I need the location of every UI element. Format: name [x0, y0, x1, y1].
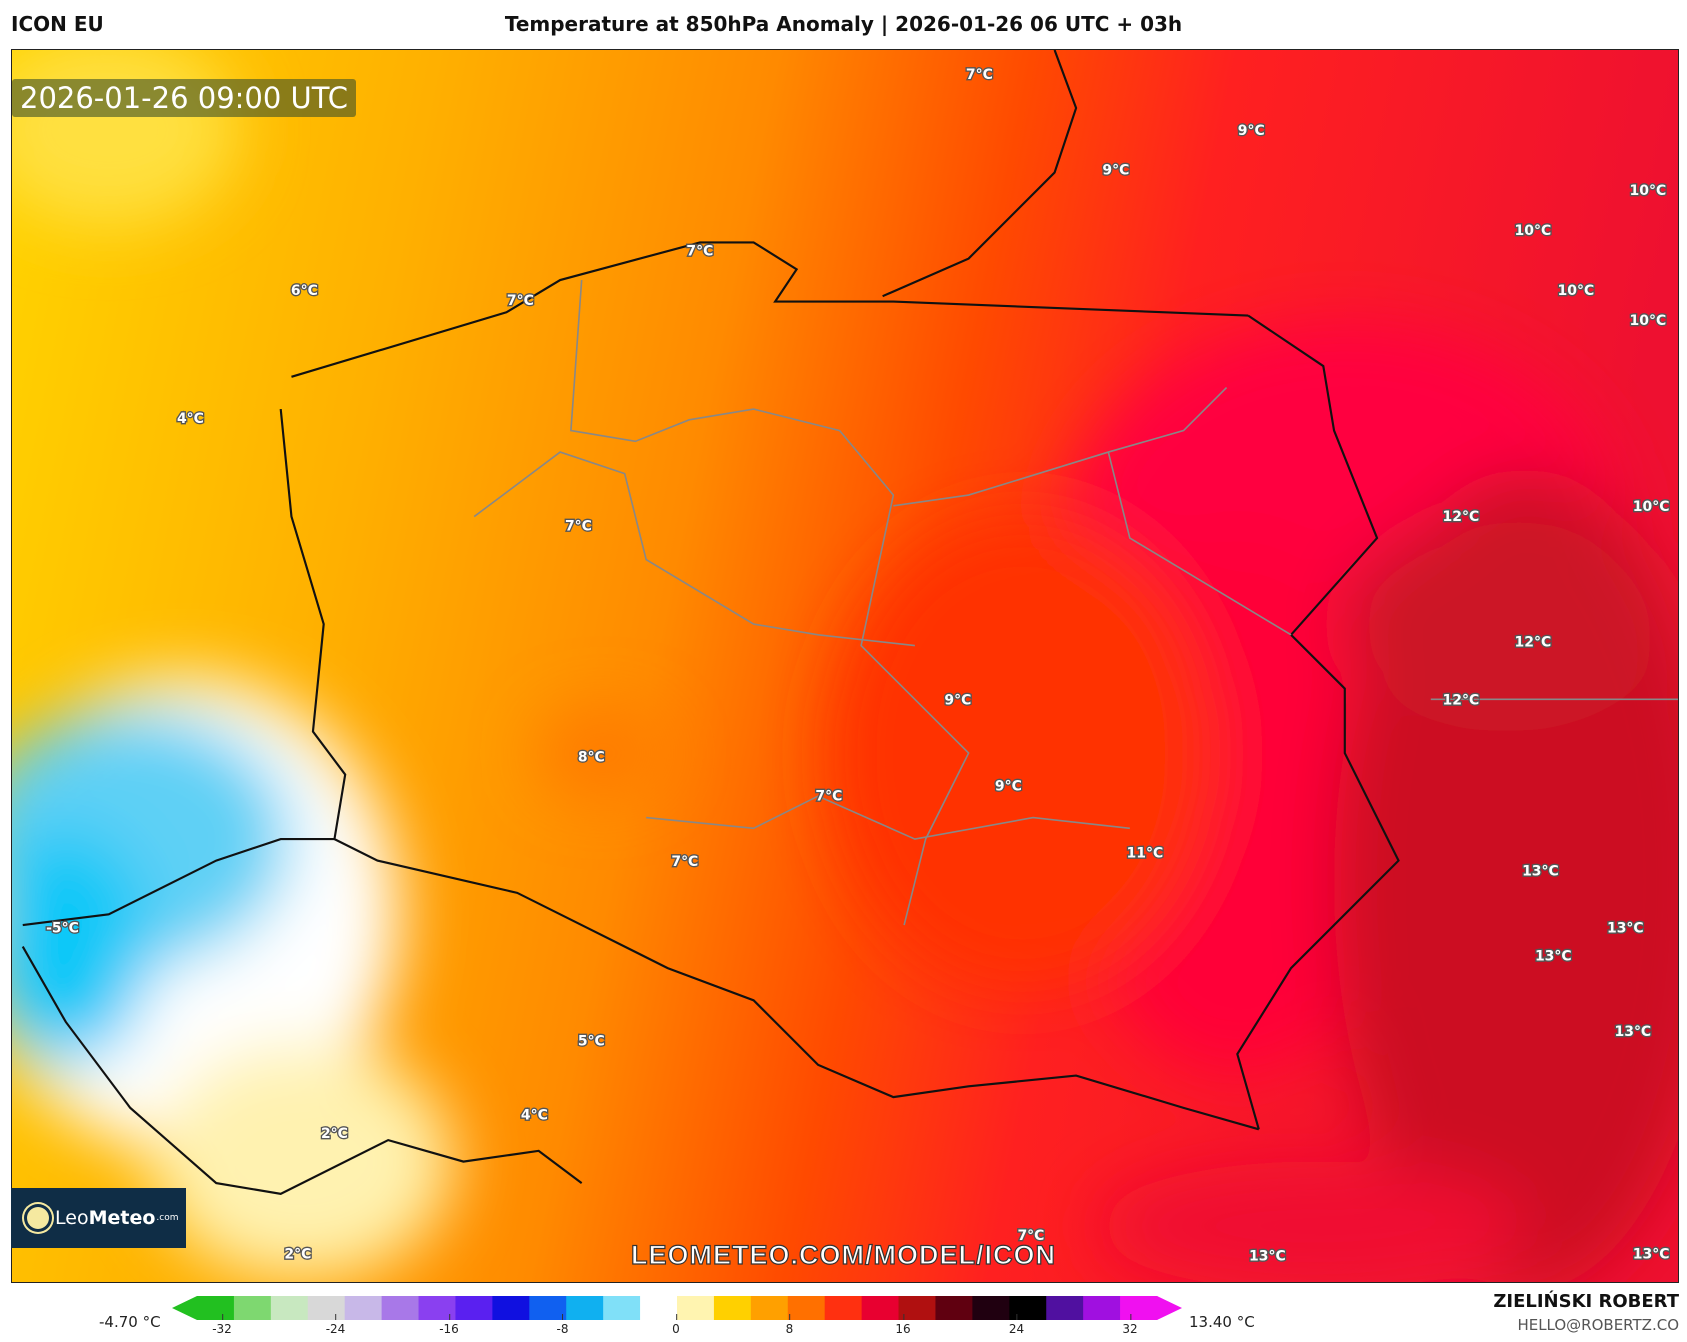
temperature-labels: 7°C 9°C 9°C 10°C 10°C 10°C 10°C 7°C 6°C 7°C 4°C 7°C… [45, 66, 1671, 1266]
temperature-label: 7°C [565, 519, 592, 535]
temperature-label: 12°C [1515, 635, 1552, 651]
colorbar-swatch [824, 1296, 863, 1320]
colorbar-swatch [640, 1296, 678, 1320]
colorbar-swatch [861, 1296, 900, 1320]
colorbar-swatch [233, 1296, 272, 1320]
temperature-label: 7°C [966, 67, 993, 83]
temperature-label: 6°C [291, 283, 318, 299]
author-email: HELLO@ROBERTZ.CO [1517, 1316, 1679, 1334]
temperature-label: 2°C [321, 1126, 348, 1142]
colorbar-swatch [713, 1296, 752, 1320]
temperature-label: 10°C [1630, 183, 1667, 199]
colorbar-min-label: -4.70 °C [99, 1313, 161, 1331]
temperature-anomaly-map[interactable]: 7°C 9°C 9°C 10°C 10°C 10°C 10°C 7°C 6°C 7°C 4°C 7°C… [11, 49, 1679, 1283]
logo-text-bold: Meteo [88, 1207, 156, 1229]
colorbar-ticks: -32 -24 -16 -8 0 8 16 24 32 [0, 1314, 1687, 1342]
temperature-label: -5°C [46, 921, 79, 937]
temperature-label: 13°C [1522, 864, 1559, 880]
temperature-label: 13°C [1633, 1246, 1670, 1262]
colorbar-swatch [787, 1296, 826, 1320]
colorbar-swatch [1120, 1296, 1158, 1320]
temperature-label: 13°C [1535, 949, 1572, 965]
temperature-label: 2°C [284, 1246, 311, 1262]
colorbar-swatch [197, 1296, 235, 1320]
temperature-label: 13°C [1615, 1024, 1652, 1040]
temperature-label: 12°C [1443, 693, 1480, 709]
colorbar-swatch [677, 1296, 715, 1320]
temperature-label: 9°C [944, 693, 971, 709]
temperature-label: 11°C [1127, 845, 1164, 861]
colorbar-swatch [344, 1296, 383, 1320]
sun-icon [27, 1207, 49, 1229]
country-borders [21, 50, 1400, 1195]
region-borders [473, 280, 1678, 926]
colorbar-tick: 16 [895, 1314, 911, 1336]
colorbar-tick: 0 [672, 1314, 680, 1336]
colorbar-swatch [935, 1296, 973, 1320]
colorbar-swatch [1083, 1296, 1121, 1320]
temperature-label: 10°C [1515, 223, 1552, 239]
temperature-label: 4°C [177, 411, 204, 427]
colorbar-tick: -16 [439, 1314, 459, 1336]
colorbar-swatch [898, 1296, 936, 1320]
colorbar-low-arrow [172, 1296, 197, 1320]
temperature-label: 4°C [521, 1108, 548, 1124]
colorbar-tick: 8 [785, 1314, 794, 1336]
colorbar-max-label: 13.40 °C [1189, 1313, 1255, 1331]
author-name: ZIELIŃSKI ROBERT [1493, 1291, 1679, 1312]
watermark-url: LEOMETEO.COM/MODEL/ICON [630, 1239, 1056, 1270]
colorbar-swatch [1009, 1296, 1047, 1320]
colorbar-swatch [455, 1296, 493, 1320]
colorbar-swatch [972, 1296, 1010, 1320]
colorbar-swatch [381, 1296, 420, 1320]
colorbar-tick: -32 [212, 1314, 232, 1336]
colorbar [172, 1296, 1182, 1320]
temperature-label: 7°C [507, 293, 534, 309]
colorbar-swatch [418, 1296, 456, 1320]
temperature-label: 7°C [686, 243, 713, 259]
temperature-label: 13°C [1249, 1248, 1286, 1264]
temperature-label: 12°C [1443, 509, 1480, 525]
model-name: ICON EU [11, 12, 104, 36]
colorbar-swatch [270, 1296, 309, 1320]
logo-text-light: Leo [55, 1207, 89, 1229]
temperature-label: 7°C [815, 788, 842, 804]
colorbar-swatch [1046, 1296, 1084, 1320]
temperature-label: 10°C [1558, 283, 1595, 299]
temperature-label: 9°C [1102, 163, 1129, 179]
temperature-label: 10°C [1630, 313, 1667, 329]
leometeo-logo[interactable]: Leo Meteo .com [11, 1188, 186, 1248]
temperature-label: 9°C [1238, 123, 1265, 139]
colorbar-swatch [750, 1296, 789, 1320]
colorbar-tick: 32 [1122, 1314, 1138, 1336]
colorbar-swatch [492, 1296, 530, 1320]
colorbar-tick: -8 [556, 1314, 569, 1336]
colorbar-swatch [529, 1296, 567, 1320]
temperature-label: 7°C [1017, 1228, 1044, 1244]
temperature-label: 8°C [578, 750, 605, 766]
temperature-label: 9°C [995, 779, 1022, 795]
colorbar-swatch [566, 1296, 604, 1320]
temperature-label: 13°C [1607, 921, 1644, 937]
valid-time-stamp: 2026-01-26 09:00 UTC [12, 79, 357, 117]
colorbar-swatch [603, 1296, 641, 1320]
temperature-label: 7°C [671, 854, 698, 870]
colorbar-swatch [307, 1296, 346, 1320]
map-title: Temperature at 850hPa Anomaly | 2026-01-… [504, 12, 1183, 36]
temperature-label: 5°C [578, 1033, 605, 1049]
logo-suffix: .com [156, 1213, 179, 1223]
colorbar-tick: -24 [325, 1314, 346, 1336]
temperature-label: 10°C [1633, 499, 1670, 515]
colorbar-tick: 24 [1008, 1314, 1025, 1336]
colorbar-high-arrow [1157, 1296, 1182, 1320]
map-field: 7°C 9°C 9°C 10°C 10°C 10°C 10°C 7°C 6°C 7°C 4°C 7°C… [12, 50, 1678, 1282]
